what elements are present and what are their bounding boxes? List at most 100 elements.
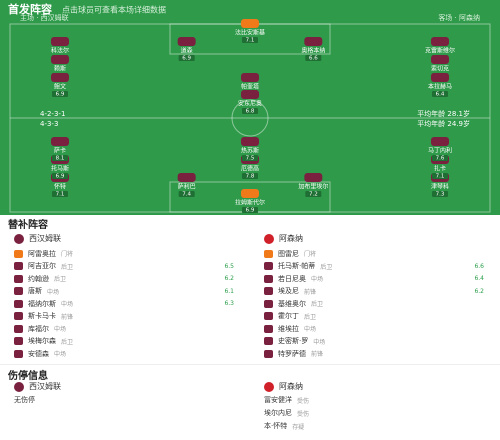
sub-shirt [264, 299, 273, 308]
sub-name: 埃梅尔森 [28, 337, 56, 345]
player-shirt[interactable] [241, 189, 259, 198]
player-shirt[interactable] [431, 137, 449, 146]
injury-row: 埃尔内尼 受伤 [264, 408, 309, 418]
sub-shirt [14, 249, 23, 258]
player-name: 马丁内利 [428, 147, 452, 155]
sub-row[interactable]: 若日尼奥 中场 6.4 [264, 273, 484, 284]
sub-rating: 6.3 [224, 300, 234, 307]
player-shirt[interactable] [304, 37, 323, 46]
sub-position: 后卫 [304, 313, 317, 321]
rating-bg [305, 55, 322, 61]
sub-position: 后卫 [61, 263, 74, 271]
player-name: 厄德高 [241, 165, 259, 173]
sub-name: 基维奥尔 [278, 299, 306, 308]
sub-row[interactable]: 斯卡马卡 前锋 [14, 311, 234, 322]
sub-shirt [264, 262, 273, 270]
rating-bg [242, 37, 258, 43]
player-shirt[interactable] [51, 55, 69, 64]
rating-bg [242, 173, 258, 179]
injury-note: 受伤 [297, 410, 310, 418]
subtitle: 点击球员可查看本场详细数据 [62, 5, 166, 15]
player-shirt[interactable] [51, 73, 69, 82]
sub-row[interactable]: 唐斯 中场 6.1 [14, 286, 234, 297]
sub-row[interactable]: 福纳尔斯 中场 6.3 [14, 298, 234, 309]
player-shirt[interactable] [51, 37, 69, 46]
sub-name: 库福尔 [28, 324, 49, 333]
rating-bg [305, 191, 322, 197]
crest [264, 381, 274, 392]
player-shirt[interactable] [177, 37, 196, 46]
sub-row[interactable]: 埃梅尔森 后卫 [14, 336, 234, 347]
sub-row[interactable]: 托马斯·帕蒂 后卫 6.6 [264, 261, 484, 272]
sub-name: 霍尔丁 [278, 312, 299, 320]
player-rating: 6.4 [436, 92, 445, 98]
player-shirt[interactable] [177, 173, 196, 182]
player-shirt[interactable] [241, 137, 259, 146]
player-shirt[interactable] [241, 73, 259, 82]
sub-row[interactable]: 图雷尼 门将 [264, 248, 484, 259]
injury-name: 埃尔内尼 [264, 409, 292, 417]
sub-row[interactable]: 特罗萨德 前锋 [264, 348, 484, 359]
player-name: 萨卡 [54, 147, 66, 155]
player-shirt[interactable] [431, 37, 449, 46]
player-name: 奥格本纳 [301, 47, 325, 55]
player-rating: 7.3 [436, 192, 445, 198]
player-rating: 6.8 [246, 109, 255, 115]
sub-name: 约翰逊 [28, 274, 49, 283]
player-rating: 7.5 [246, 156, 255, 162]
sub-rating: 6.5 [224, 262, 234, 270]
sub-row[interactable]: 阿吉亚尔 后卫 6.5 [14, 261, 234, 272]
sub-position: 中场 [54, 351, 67, 358]
sub-row[interactable]: 史密斯·罗 中场 [264, 336, 484, 347]
sub-shirt [14, 287, 23, 295]
sub-row[interactable]: 基维奥尔 后卫 [264, 298, 484, 309]
sub-shirt [264, 287, 273, 295]
player-name: 帕奎塔 [241, 83, 259, 91]
rating-bg [178, 191, 195, 197]
sub-rating: 6.2 [474, 287, 484, 295]
sub-position: 前锋 [304, 288, 317, 296]
player-name: 热苏斯 [241, 147, 259, 155]
sub-name: 埃及尼 [278, 287, 299, 295]
sub-row[interactable]: 安德森 中场 [14, 348, 234, 359]
player-rating: 6.9 [56, 92, 65, 98]
sub-shirt [264, 324, 273, 333]
sub-shirt [14, 262, 23, 270]
rating-bg [242, 108, 258, 114]
sub-position: 门将 [61, 251, 74, 258]
home-age: 平均年龄 28.1岁 [417, 109, 470, 118]
sub-position: 中场 [304, 326, 317, 333]
sub-row[interactable]: 埃及尼 前锋 6.2 [264, 286, 484, 297]
sub-row[interactable]: 阿雷奥拉 门将 [14, 248, 234, 259]
sub-shirt [14, 324, 23, 333]
home-label: 主场 · 西汉姆联 [20, 13, 69, 22]
crest [14, 381, 24, 392]
rating-bg [52, 191, 68, 197]
team-name: 西汉姆联 [29, 234, 61, 243]
sub-position: 后卫 [61, 338, 74, 346]
rating-bg [432, 191, 448, 197]
team-name: 西汉姆联 [29, 382, 61, 391]
player-shirt[interactable] [241, 19, 259, 28]
player-shirt[interactable] [241, 90, 259, 99]
player-rating: 6.6 [309, 56, 318, 62]
injury-note: 受伤 [297, 397, 310, 405]
pitch: 首发阵容 点击球员可查看本场详细数据 主场 · 西汉姆联 客场 · 阿森纳 4-… [0, 0, 500, 215]
player-shirt[interactable] [431, 73, 449, 82]
sub-row[interactable]: 霍尔丁 后卫 [264, 311, 484, 322]
sub-row[interactable]: 维埃拉 中场 [264, 323, 484, 334]
player-name: 怀特 [54, 183, 66, 191]
sub-position: 门将 [304, 251, 317, 258]
sub-rating: 6.2 [224, 275, 234, 282]
team-header: 西汉姆联 [14, 233, 61, 244]
player-name: 拉姆斯代尔 [235, 199, 265, 207]
injury-row: 本·怀特 存疑 [264, 421, 304, 431]
sub-row[interactable]: 约翰逊 后卫 6.2 [14, 273, 234, 284]
title: 首发阵容 [8, 2, 52, 16]
sub-row[interactable]: 库福尔 中场 [14, 323, 234, 334]
player-name: 克雷斯维尔 [425, 47, 455, 55]
player-name: 鲍文 [54, 83, 66, 91]
player-shirt[interactable] [51, 137, 69, 146]
player-shirt[interactable] [431, 55, 449, 64]
player-shirt[interactable] [304, 173, 323, 182]
